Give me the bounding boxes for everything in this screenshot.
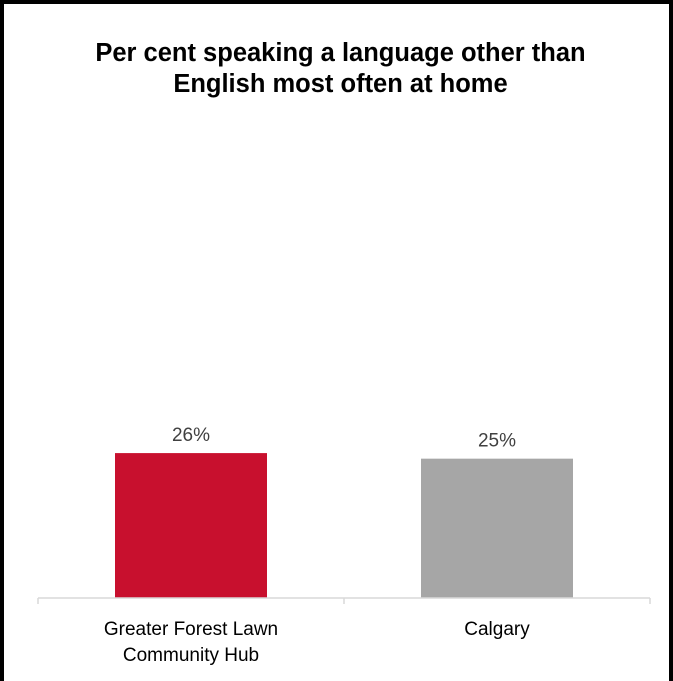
- bar: [421, 458, 573, 598]
- x-tick-label: Greater Forest Lawn: [104, 619, 278, 640]
- x-tick-label: Calgary: [464, 619, 530, 640]
- data-label: 25%: [478, 431, 516, 452]
- chart-title: Per cent speaking a language other than …: [95, 39, 586, 98]
- data-label: 26%: [172, 425, 210, 446]
- bar: [115, 453, 267, 598]
- x-tick-label: Community Hub: [123, 645, 259, 666]
